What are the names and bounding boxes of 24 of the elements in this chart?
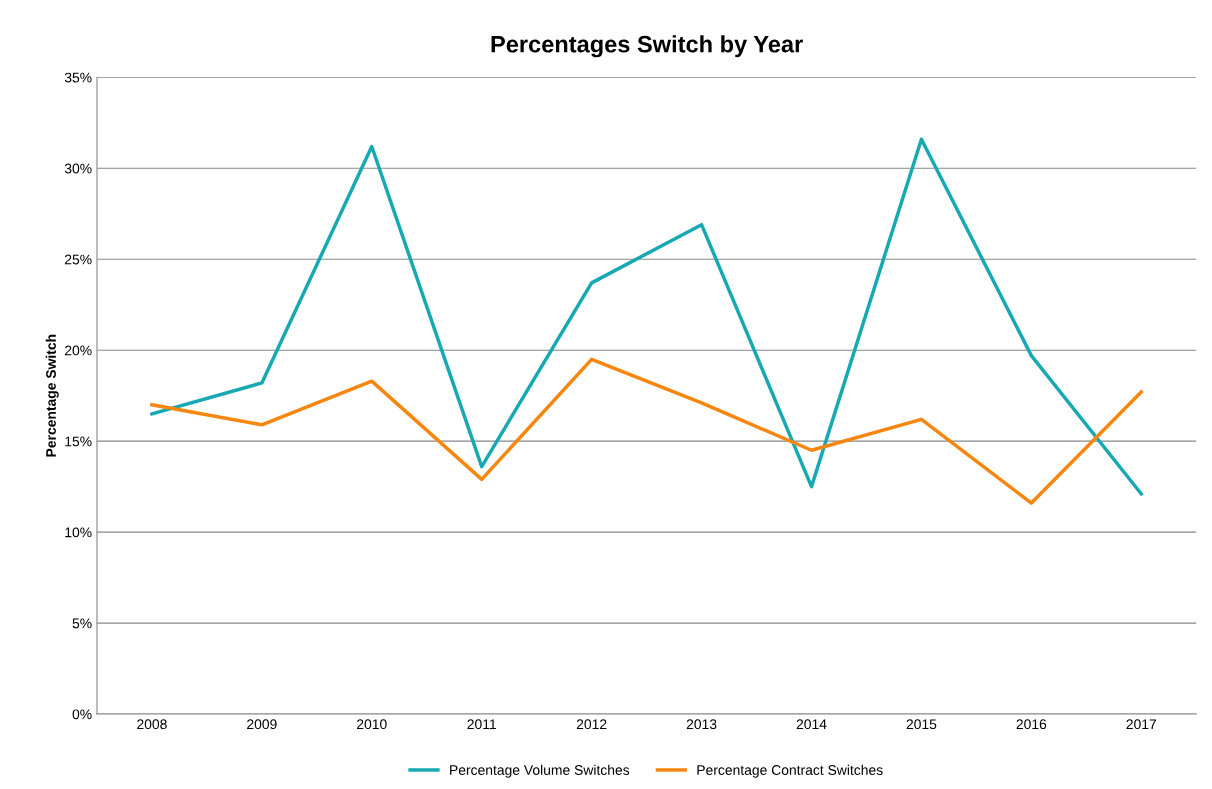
x-tick-label: 2016 [1016, 719, 1047, 730]
legend-label: Percentage Volume Switches [450, 764, 630, 778]
chart-title: Percentages Switch by Year [491, 35, 803, 58]
y-tick-label: 30% [64, 163, 92, 174]
legend-label: Percentage Contract Switches [697, 764, 883, 778]
x-tick-label: 2015 [906, 719, 937, 730]
y-tick-label: 35% [64, 72, 92, 83]
y-tick-label: 0% [72, 709, 92, 720]
x-tick-label: 2013 [686, 719, 717, 730]
x-tick-label: 2017 [1126, 719, 1157, 730]
line-series [150, 137, 1144, 496]
y-tick-label: 15% [65, 436, 92, 447]
x-tick-label: 2014 [796, 719, 827, 730]
y-tick-label: 5% [72, 618, 92, 629]
x-tick-label: 2009 [247, 719, 277, 730]
y-tick-label: 25% [65, 254, 92, 265]
x-tick-label: 2011 [467, 719, 496, 730]
x-tick-label: 2010 [357, 719, 387, 730]
x-tick-label: 2012 [576, 719, 607, 730]
y-tick-label: 20% [65, 345, 92, 356]
line-series [150, 357, 1144, 505]
x-tick-label: 2008 [137, 719, 167, 730]
y-tick-label: 10% [65, 527, 92, 538]
y-axis-title: Percentage Switch [45, 334, 59, 457]
